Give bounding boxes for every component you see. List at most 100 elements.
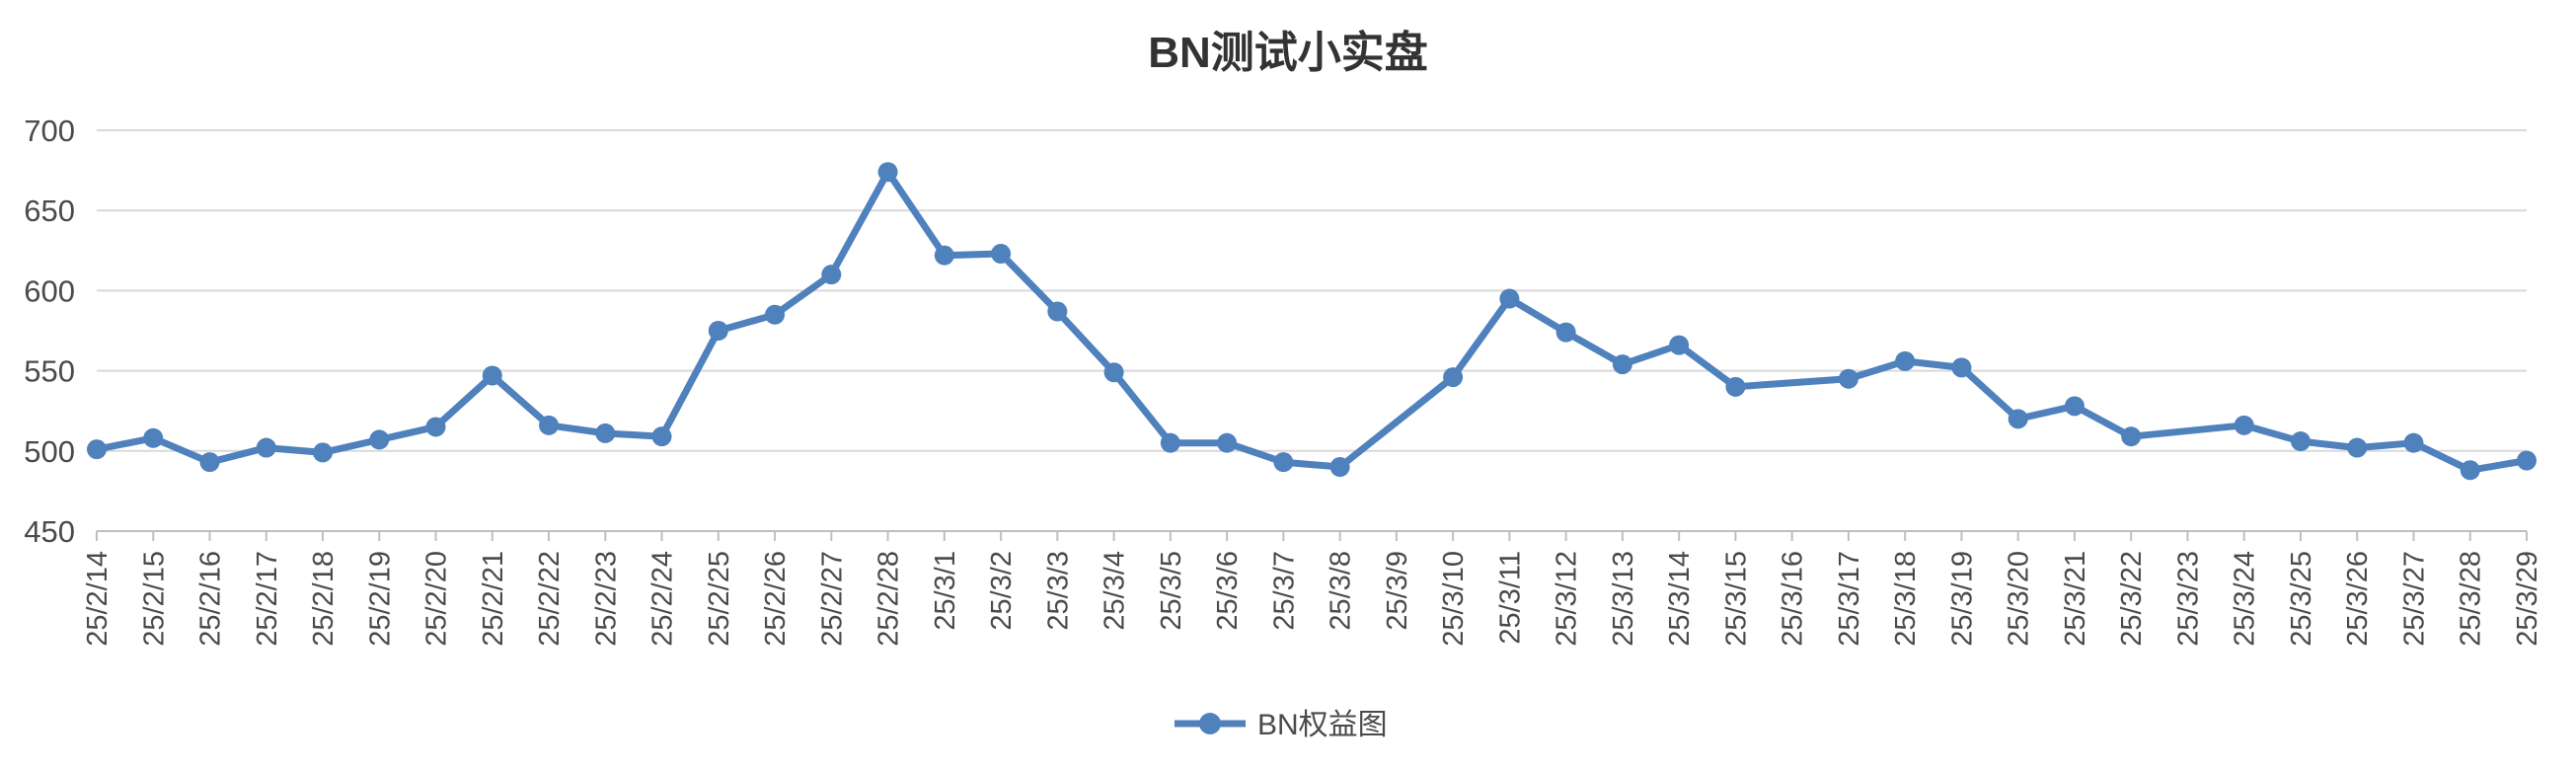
x-tick-label: 25/2/16: [195, 551, 227, 647]
legend: BN权益图: [1174, 709, 1388, 741]
x-tick-label: 25/3/14: [1664, 551, 1696, 647]
data-point: [2460, 460, 2480, 481]
gridlines: [97, 129, 2527, 532]
data-point: [1217, 432, 1238, 453]
data-point: [2008, 409, 2028, 429]
data-point: [877, 162, 898, 183]
x-tick-label: 25/3/20: [2004, 551, 2035, 647]
x-tick-label: 25/2/25: [704, 551, 735, 647]
data-point: [425, 417, 446, 437]
x-tick-label: 25/3/25: [2286, 551, 2317, 647]
x-tick-label: 25/2/24: [647, 551, 679, 647]
data-point: [1555, 322, 1576, 343]
x-tick-label: 25/2/17: [252, 551, 283, 647]
x-tick-label: 25/2/15: [138, 551, 170, 647]
x-tick-label: 25/2/26: [760, 551, 792, 647]
data-point: [482, 365, 502, 386]
data-point: [369, 429, 390, 450]
x-tick-label: 25/2/28: [873, 551, 905, 647]
x-tick-label: 25/3/6: [1212, 551, 1244, 631]
x-tick-label: 25/3/29: [2512, 551, 2543, 647]
y-tick-label: 500: [24, 434, 75, 469]
data-point: [991, 244, 1012, 265]
data-point: [143, 427, 164, 448]
data-point: [199, 452, 220, 473]
x-tick-label: 25/3/1: [930, 551, 961, 631]
x-tick-label: 25/3/8: [1326, 551, 1357, 631]
data-point: [539, 415, 560, 435]
x-axis: 25/2/14 25/2/15 25/2/16 25/2/17 25/2/18 25/2/…: [82, 531, 2543, 647]
legend-label: BN权益图: [1257, 709, 1388, 741]
data-point: [2121, 426, 2142, 447]
x-tick-label: 25/3/7: [1268, 551, 1300, 631]
series-line-bn: [93, 168, 2531, 474]
data-point: [708, 321, 728, 341]
x-tick-label: 25/3/9: [1382, 551, 1413, 631]
x-tick-label: 25/3/4: [1099, 551, 1131, 631]
y-tick-label: 600: [24, 273, 75, 308]
data-point: [595, 423, 616, 443]
data-point: [87, 439, 107, 460]
x-tick-label: 25/3/23: [2172, 551, 2204, 647]
data-point: [2290, 431, 2311, 452]
x-tick-label: 25/3/19: [1946, 551, 1978, 647]
x-tick-label: 25/3/26: [2342, 551, 2374, 647]
x-tick-label: 25/3/10: [1438, 551, 1470, 647]
x-tick-label: 25/2/22: [534, 551, 566, 647]
x-tick-label: 25/2/14: [82, 551, 114, 647]
data-point: [2064, 396, 2084, 417]
data-point: [1160, 432, 1180, 453]
data-point: [765, 304, 786, 325]
chart-title: BN测试小实盘: [1148, 29, 1428, 77]
y-tick-label: 550: [24, 354, 75, 389]
x-tick-label: 25/2/27: [816, 551, 848, 647]
data-point: [934, 245, 954, 266]
data-point: [1838, 368, 1858, 389]
data-point: [821, 265, 842, 285]
y-tick-label: 700: [24, 114, 75, 148]
data-point: [1329, 457, 1350, 478]
x-tick-label: 25/3/28: [2456, 551, 2487, 647]
x-tick-label: 25/2/19: [364, 551, 396, 647]
y-tick-label: 650: [24, 193, 75, 228]
x-tick-label: 25/2/20: [421, 551, 453, 647]
data-point: [256, 437, 276, 458]
data-point: [1725, 376, 1746, 397]
x-tick-label: 25/3/17: [1834, 551, 1865, 647]
data-point: [2517, 450, 2537, 471]
data-point: [2347, 437, 2368, 458]
x-tick-label: 25/3/22: [2116, 551, 2148, 647]
data-point: [313, 442, 334, 463]
y-axis: 450 500 550 600 650 700: [24, 114, 75, 549]
x-tick-label: 25/2/21: [478, 551, 509, 647]
data-point: [1612, 354, 1632, 375]
data-point: [651, 426, 672, 447]
data-point: [1047, 301, 1068, 322]
data-point: [1499, 288, 1520, 309]
x-tick-label: 25/3/3: [1042, 551, 1074, 631]
x-tick-label: 25/3/18: [1890, 551, 1922, 647]
data-point: [1103, 362, 1124, 383]
data-point: [2403, 432, 2424, 453]
x-tick-label: 25/3/12: [1552, 551, 1583, 647]
legend-swatch-marker: [1199, 713, 1221, 734]
x-tick-label: 25/3/27: [2398, 551, 2430, 647]
data-point: [1443, 367, 1464, 388]
x-tick-label: 25/2/18: [308, 551, 340, 647]
x-tick-label: 25/3/2: [986, 551, 1018, 631]
x-tick-label: 25/3/15: [1720, 551, 1752, 647]
x-tick-label: 25/3/13: [1608, 551, 1639, 647]
x-tick-label: 25/3/21: [2060, 551, 2091, 647]
x-tick-label: 25/3/11: [1494, 551, 1526, 645]
data-point: [1669, 335, 1690, 355]
data-point: [1951, 357, 1972, 378]
series-layer: [87, 162, 2537, 481]
x-tick-label: 25/3/16: [1778, 551, 1809, 647]
y-tick-label: 450: [24, 514, 75, 549]
data-point: [1273, 452, 1294, 473]
x-tick-label: 25/3/5: [1156, 551, 1187, 631]
x-tick-label: 25/2/23: [590, 551, 622, 647]
data-point: [2234, 415, 2254, 435]
